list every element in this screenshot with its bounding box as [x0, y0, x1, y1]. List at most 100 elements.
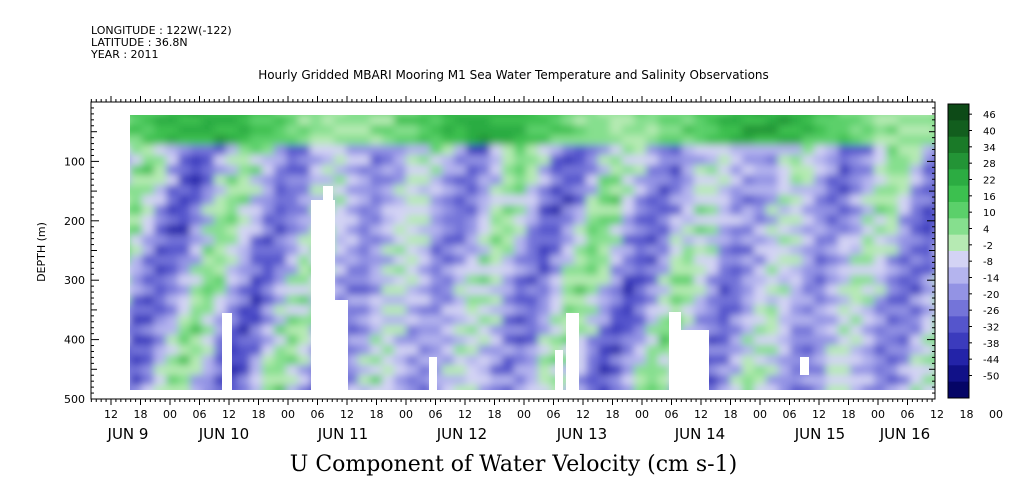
data-gap: [566, 313, 579, 390]
colorbar-label: -26: [983, 306, 999, 317]
colorbar-swatch: [948, 332, 969, 350]
colorbar-swatch: [948, 349, 969, 366]
x-hour-label: 00: [635, 408, 649, 421]
colorbar-swatch: [948, 251, 969, 268]
colorbar-label: -38: [983, 339, 999, 350]
colorbar-label: 46: [983, 110, 996, 121]
colorbar-swatch: [948, 381, 969, 399]
colorbar-label: 40: [983, 127, 996, 138]
x-hour-label: 00: [281, 408, 295, 421]
x-hour-label: 12: [458, 408, 472, 421]
data-gap: [323, 186, 333, 200]
y-tick-label: 100: [64, 155, 85, 168]
x-day-label: JUN 10: [198, 425, 249, 443]
colorbar-label: 10: [983, 208, 996, 219]
x-hour-label: 18: [842, 408, 856, 421]
colorbar-label: -14: [983, 274, 999, 285]
x-hour-label: 12: [812, 408, 826, 421]
data-gap: [311, 200, 335, 390]
x-hour-label: 00: [871, 408, 885, 421]
x-hour-label: 06: [901, 408, 915, 421]
colorbar-swatch: [948, 169, 969, 187]
colorbar-swatch: [948, 185, 969, 203]
colorbar: 46 40 34 28 22 16 10 4 -2 -8 -14 -20 -26 -32 -38 -44 -50: [947, 103, 999, 399]
data-gap: [800, 357, 809, 375]
velocity-field: [130, 115, 935, 390]
x-hour-label: 18: [252, 408, 266, 421]
colorbar-label: 4: [983, 225, 989, 236]
x-hour-label: 12: [104, 408, 118, 421]
x-hour-label: 06: [665, 408, 679, 421]
colorbar-label: -44: [983, 355, 999, 366]
y-axis-label: DEPTH (m): [35, 222, 48, 282]
data-gap: [429, 357, 437, 390]
x-hour-label: 12: [340, 408, 354, 421]
colorbar-swatch: [948, 104, 969, 121]
x-hour-label: 18: [370, 408, 384, 421]
colorbar-label: -50: [983, 372, 999, 383]
x-hour-label: 00: [989, 408, 1003, 421]
data-gap: [334, 300, 348, 390]
year-label: YEAR : 2011: [91, 48, 159, 61]
colorbar-swatch: [948, 300, 969, 317]
y-tick-label: 200: [64, 215, 85, 228]
x-hour-label: 00: [753, 408, 767, 421]
x-hour-label: 06: [429, 408, 443, 421]
colorbar-label: 22: [983, 176, 996, 187]
colorbar-label: -32: [983, 323, 999, 334]
x-hour-label: 18: [134, 408, 148, 421]
x-hour-label: 18: [724, 408, 738, 421]
x-day-label: JUN 9: [107, 425, 149, 443]
colorbar-swatch: [948, 234, 969, 252]
x-day-label: JUN 13: [556, 425, 607, 443]
data-gap: [555, 350, 563, 390]
data-gap: [130, 390, 935, 399]
x-axis: 12 18 00 06 12 18 00 06 12 18 00 06 12 18 00 06 12 18 00 06…: [90, 96, 1003, 443]
colorbar-swatch: [948, 202, 969, 219]
colorbar-swatch: [948, 365, 969, 383]
chart-title: Hourly Gridded MBARI Mooring M1 Sea Wate…: [258, 68, 769, 82]
colorbar-label: -20: [983, 290, 999, 301]
x-day-label: JUN 15: [794, 425, 845, 443]
colorbar-frame: [947, 103, 970, 399]
x-hour-label: 12: [222, 408, 236, 421]
x-axis-title: U Component of Water Velocity (cm s-1): [289, 452, 738, 477]
colorbar-swatch: [948, 120, 969, 138]
x-day-label: JUN 12: [436, 425, 487, 443]
data-gap: [669, 312, 681, 390]
x-hour-label: 18: [960, 408, 974, 421]
x-hour-label: 18: [488, 408, 502, 421]
x-hour-label: 12: [576, 408, 590, 421]
x-hour-label: 18: [606, 408, 620, 421]
colorbar-label: -2: [983, 241, 993, 252]
x-hour-label: 12: [694, 408, 708, 421]
data-gap: [222, 313, 232, 390]
y-tick-label: 300: [64, 274, 85, 287]
colorbar-swatch: [948, 136, 969, 154]
x-hour-label: 00: [163, 408, 177, 421]
colorbar-swatch: [948, 153, 969, 170]
x-hour-label: 12: [930, 408, 944, 421]
colorbar-swatch: [948, 218, 969, 236]
longitude-label: LONGITUDE : 122W(-122): [91, 24, 232, 37]
colorbar-swatch: [948, 283, 969, 301]
latitude-label: LATITUDE : 36.8N: [91, 36, 188, 49]
colorbar-label: 16: [983, 192, 996, 203]
colorbar-label: -8: [983, 257, 993, 268]
y-tick-label: 400: [64, 334, 85, 347]
x-hour-label: 00: [399, 408, 413, 421]
colorbar-swatch: [948, 267, 969, 285]
x-hour-label: 06: [783, 408, 797, 421]
data-gaps: [130, 186, 935, 399]
x-day-label: JUN 16: [879, 425, 930, 443]
data-gap: [681, 330, 709, 390]
x-hour-label: 06: [311, 408, 325, 421]
x-hour-label: 06: [193, 408, 207, 421]
y-tick-label: 500: [64, 393, 85, 406]
colorbar-label: 28: [983, 159, 996, 170]
x-day-label: JUN 14: [674, 425, 725, 443]
colorbar-label: 34: [983, 143, 996, 154]
x-day-label: JUN 11: [317, 425, 368, 443]
x-hour-label: 06: [547, 408, 561, 421]
